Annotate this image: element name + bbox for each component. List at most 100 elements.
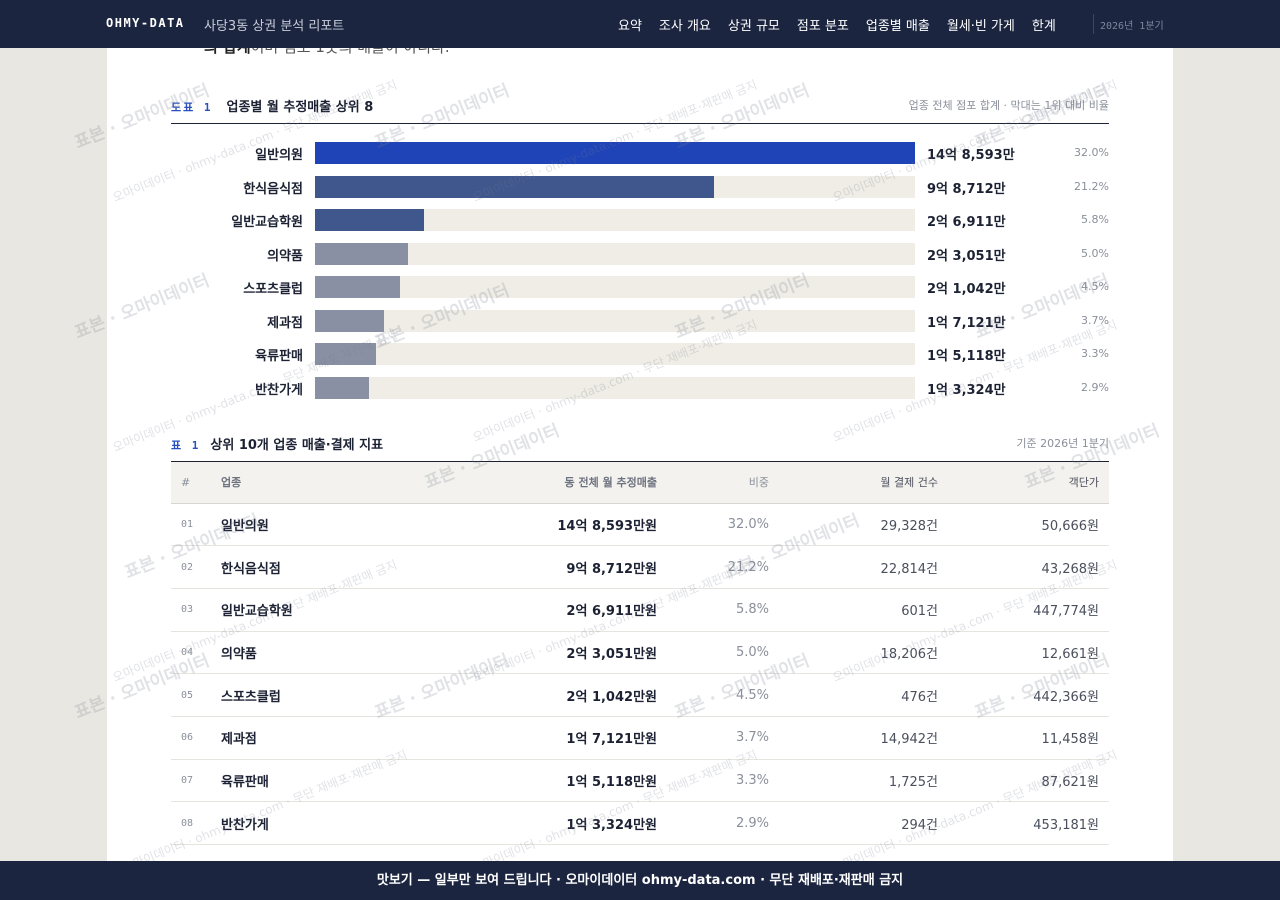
col-header-category: 업종 [221,462,421,504]
bar [315,175,714,198]
section-nav: 요약 조사 개요 상권 규모 점포 분포 업종별 매출 월세·빈 가게 한계 [618,15,1073,34]
cell-category: 일반의원 [221,503,421,547]
bar-track [315,175,915,198]
cell-category: 의약품 [221,631,421,675]
bar-row: 일반교습학원 2억 6,911만 5.8% [171,207,1109,241]
cell-category: 일반교습학원 [221,588,421,632]
bar-percent-label: 5.0% [1081,246,1109,260]
cell-count: 601건 [769,588,938,632]
bar-percent-label: 3.3% [1081,347,1109,360]
bar-row: 스포츠클럽 2억 1,042만 4.5% [171,274,1109,308]
cell-ticket: 87,621원 [938,759,1109,803]
bar-track [315,309,915,332]
bar-value-label: 2억 6,911만 [927,215,1006,230]
bar-row: 한식음식점 9억 8,712만 21.2% [171,174,1109,208]
table-title-line: 표 1 상위 10개 업종 매출·결제 지표 [171,434,383,453]
bar-track [315,376,915,399]
brand-logo[interactable]: OHMY-DATA [106,16,185,30]
cell-ticket: 11,458원 [938,716,1109,760]
table-row: 03 일반교습학원 2억 6,911만원 5.8% 601건 447,774원 [171,588,1109,632]
bar-value-label: 9억 8,712만 [927,181,1006,197]
cell-sales: 1억 5,118만원 [421,759,657,803]
nav-item-limitations[interactable]: 한계 [1031,19,1056,34]
table-row: 08 반찬가게 1억 3,324만원 2.9% 294건 453,181원 [171,801,1109,845]
cell-share: 21.2% [657,545,769,589]
chart-caption: 도표 1 업종별 월 추정매출 상위 8 업종 전체 점포 합계 · 막대는 1위… [171,94,1109,124]
bar-track [315,242,915,265]
report-title: 사당3동 상권 분석 리포트 [204,19,345,34]
cell-count: 14,942건 [769,716,938,760]
nav-item-market-size[interactable]: 상권 규모 [727,19,780,34]
bar-percent-label: 3.7% [1081,313,1109,327]
cell-rank: 06 [171,716,221,760]
cell-count: 22,814건 [769,545,938,589]
col-header-sales: 동 전체 월 추정매출 [421,462,657,504]
cell-sales: 9억 8,712만원 [421,545,657,589]
bar [315,309,385,332]
bar-value-label: 2억 3,051만 [927,248,1006,264]
bar-track [315,209,915,231]
cell-rank: 08 [171,801,221,845]
cell-sales: 2억 1,042만원 [421,673,657,717]
bar [315,142,915,164]
nav-item-overview[interactable]: 조사 개요 [658,19,711,34]
bar-label: 제과점 [267,315,303,331]
bar-value-label: 14억 8,593만 [927,148,1015,163]
cell-count: 476건 [769,673,938,717]
cell-sales: 14억 8,593만원 [421,503,657,547]
bar-value-label: 1억 5,118만 [927,349,1006,364]
table-row: 06 제과점 1억 7,121만원 3.7% 14,942건 11,458원 [171,716,1109,760]
top-navbar: OHMY-DATA 사당3동 상권 분석 리포트 요약 조사 개요 상권 규모 … [0,0,1280,48]
cell-category: 제과점 [221,716,421,760]
bar-label: 의약품 [267,248,303,264]
cell-share: 5.0% [657,631,769,675]
table-row: 02 한식음식점 9억 8,712만원 21.2% 22,814건 43,268원 [171,545,1109,589]
period-label: 2026년 1분기 [1100,21,1164,32]
bar-label: 일반교습학원 [231,215,303,230]
cell-rank: 04 [171,631,221,675]
table-body: 01 일반의원 14억 8,593만원 32.0% 29,328건 50,666원 02 한식… [171,503,1109,845]
cell-ticket: 442,366원 [938,673,1109,717]
chart-title: 업종별 월 추정매출 상위 8 [226,100,374,115]
cell-rank: 02 [171,545,221,589]
cell-category: 반찬가게 [221,801,421,845]
nav-item-rent-vacancy[interactable]: 월세·빈 가게 [946,19,1015,34]
table-caption: 표 1 상위 10개 업종 매출·결제 지표 기준 2026년 1분기 [171,432,1109,462]
cell-sales: 1억 7,121만원 [421,716,657,760]
cell-category: 한식음식점 [221,545,421,589]
cell-count: 294건 [769,801,938,845]
nav-item-sales-by-category[interactable]: 업종별 매출 [865,19,930,34]
nav-item-summary[interactable]: 요약 [618,19,642,34]
bar-label: 반찬가게 [255,382,303,398]
col-header-count: 월 결제 건수 [769,462,938,504]
bar-row: 반찬가게 1억 3,324만 2.9% [171,375,1109,409]
bar [315,376,369,399]
cell-ticket: 12,661원 [938,631,1109,675]
cell-rank: 03 [171,588,221,632]
bar-row: 의약품 2억 3,051만 5.0% [171,241,1109,275]
nav-item-store-distribution[interactable]: 점포 분포 [796,19,849,34]
bar-row: 제과점 1억 7,121만 3.7% [171,308,1109,342]
table-row: 04 의약품 2억 3,051만원 5.0% 18,206건 12,661원 [171,631,1109,675]
cell-rank: 05 [171,673,221,717]
cell-rank: 07 [171,759,221,803]
bar-label: 육류판매 [255,349,303,364]
chart-title-line: 도표 1 업종별 월 추정매출 상위 8 [171,96,373,115]
nav-divider [1093,14,1094,34]
bar [315,276,400,298]
bar-percent-label: 5.8% [1081,213,1109,226]
bar-label: 스포츠클럽 [243,282,303,297]
cell-ticket: 447,774원 [938,588,1109,632]
cell-rank: 01 [171,503,221,547]
cell-category: 육류판매 [221,759,421,803]
col-header-share: 비중 [657,462,769,504]
bar-percent-label: 32.0% [1074,146,1109,159]
bar-value-label: 1억 7,121만 [927,315,1006,331]
cell-category: 스포츠클럽 [221,673,421,717]
bar-value-label: 1억 3,324만 [927,382,1006,398]
chart-label: 도표 1 [171,101,213,114]
cell-sales: 2억 3,051만원 [421,631,657,675]
bar [315,209,424,231]
cell-ticket: 50,666원 [938,503,1109,547]
bar-track [315,343,915,365]
